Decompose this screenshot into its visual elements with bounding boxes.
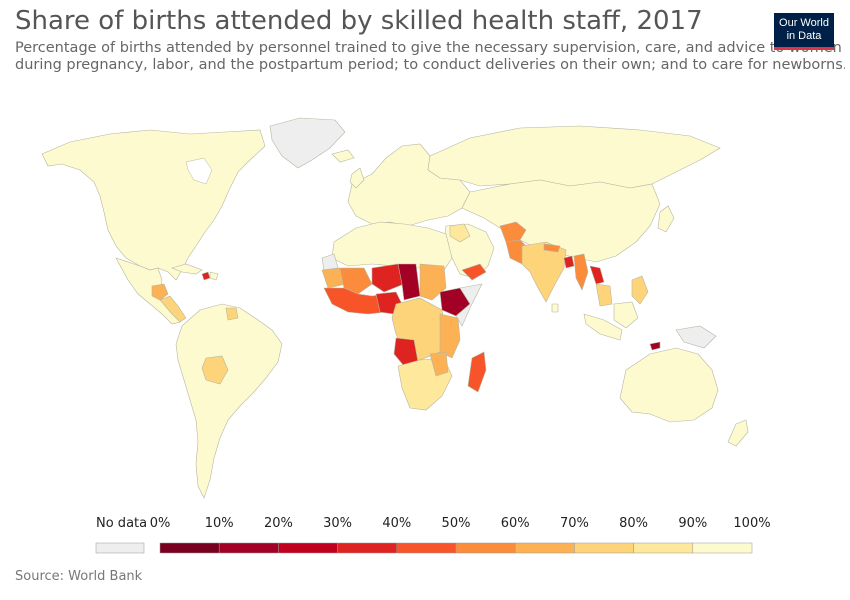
map-australia[interactable]: [619, 347, 719, 423]
logo-line-2: in Data: [786, 29, 822, 42]
legend-tick-3: 30%: [323, 516, 352, 531]
legend-color-bins: [159, 542, 753, 554]
map-iraq[interactable]: [449, 223, 471, 243]
legend-bin-1[interactable]: [218, 542, 279, 554]
map-sudan[interactable]: [419, 263, 447, 301]
legend-bin-8[interactable]: [633, 542, 694, 554]
legend-nodata-swatch[interactable]: [95, 542, 145, 554]
map-myanmar[interactable]: [573, 253, 589, 291]
legend-bin-6[interactable]: [514, 542, 575, 554]
map-bangladesh[interactable]: [563, 255, 575, 269]
map-uk[interactable]: [349, 167, 365, 189]
map-philippines[interactable]: [631, 275, 649, 305]
legend-bin-5[interactable]: [455, 542, 516, 554]
map-madagascar[interactable]: [467, 351, 487, 393]
legend-bin-7[interactable]: [574, 542, 634, 554]
chart-title: Share of births attended by skilled heal…: [15, 6, 703, 36]
legend-nodata-label: No data: [96, 516, 147, 531]
map-indonesia-west[interactable]: [583, 313, 623, 341]
legend-tick-4: 40%: [382, 516, 411, 531]
map-iceland[interactable]: [331, 149, 355, 163]
map-afghanistan[interactable]: [499, 221, 527, 243]
map-japan[interactable]: [657, 205, 675, 233]
world-map: [41, 117, 749, 499]
map-dominican-republic[interactable]: [209, 271, 219, 281]
map-somalia[interactable]: [455, 283, 483, 327]
map-yemen[interactable]: [461, 263, 487, 281]
map-png-east[interactable]: [649, 341, 661, 351]
map-cuba[interactable]: [171, 263, 203, 275]
legend-tick-6: 60%: [501, 516, 530, 531]
legend-bin-2[interactable]: [278, 542, 338, 554]
map-sri-lanka[interactable]: [551, 303, 559, 313]
legend-tick-labels: 0% 10% 20% 30% 40% 50% 60% 70% 80% 90% 100%: [150, 516, 771, 531]
map-greenland[interactable]: [269, 117, 346, 169]
map-mali[interactable]: [339, 267, 373, 295]
map-chad[interactable]: [397, 263, 421, 301]
map-guatemala[interactable]: [151, 283, 169, 301]
legend-tick-7: 70%: [560, 516, 589, 531]
map-guyana[interactable]: [225, 307, 239, 321]
legend-tick-0: 0%: [150, 516, 171, 531]
legend-bin-4[interactable]: [396, 542, 457, 554]
legend-tick-5: 50%: [442, 516, 471, 531]
subtitle-line-2: during pregnancy, labor, and the postpar…: [15, 57, 845, 73]
legend-bin-0[interactable]: [159, 542, 220, 554]
map-north-africa[interactable]: [331, 221, 453, 271]
map-south-america[interactable]: [175, 303, 283, 499]
legend: No data 0% 10% 20% 30% 40% 50% 60% 70% 80% 90% 100…: [95, 516, 771, 554]
map-laos[interactable]: [589, 265, 605, 285]
map-hudson-bay: [185, 157, 213, 185]
map-new-zealand[interactable]: [727, 419, 749, 447]
subtitle-line-1: Percentage of births attended by personn…: [15, 40, 842, 56]
legend-tick-8: 80%: [619, 516, 648, 531]
map-bolivia[interactable]: [201, 355, 229, 385]
legend-tick-1: 10%: [205, 516, 234, 531]
map-north-america[interactable]: [41, 129, 266, 281]
legend-tick-2: 20%: [264, 516, 293, 531]
legend-tick-10: 100%: [733, 516, 770, 531]
map-russia[interactable]: [427, 125, 721, 189]
owid-logo[interactable]: Our World in Data: [774, 13, 834, 50]
logo-line-1: Our World: [779, 17, 829, 29]
map-india[interactable]: [521, 241, 567, 303]
map-central-america[interactable]: [159, 295, 187, 323]
map-borneo[interactable]: [613, 301, 639, 329]
legend-bin-3[interactable]: [337, 542, 398, 554]
map-niger[interactable]: [371, 263, 405, 293]
logo-accent-bar: [774, 47, 834, 50]
map-vietnam-cambodia[interactable]: [595, 283, 613, 307]
legend-bin-9[interactable]: [692, 542, 753, 554]
map-haiti[interactable]: [201, 271, 211, 281]
map-nepal[interactable]: [543, 243, 561, 253]
map-new-guinea[interactable]: [675, 325, 717, 349]
legend-tick-9: 90%: [678, 516, 707, 531]
map-mozambique[interactable]: [429, 351, 449, 377]
chart-subtitle: Percentage of births attended by personn…: [15, 40, 845, 74]
map-east-africa[interactable]: [439, 313, 461, 359]
source-note: Source: World Bank: [15, 569, 143, 584]
